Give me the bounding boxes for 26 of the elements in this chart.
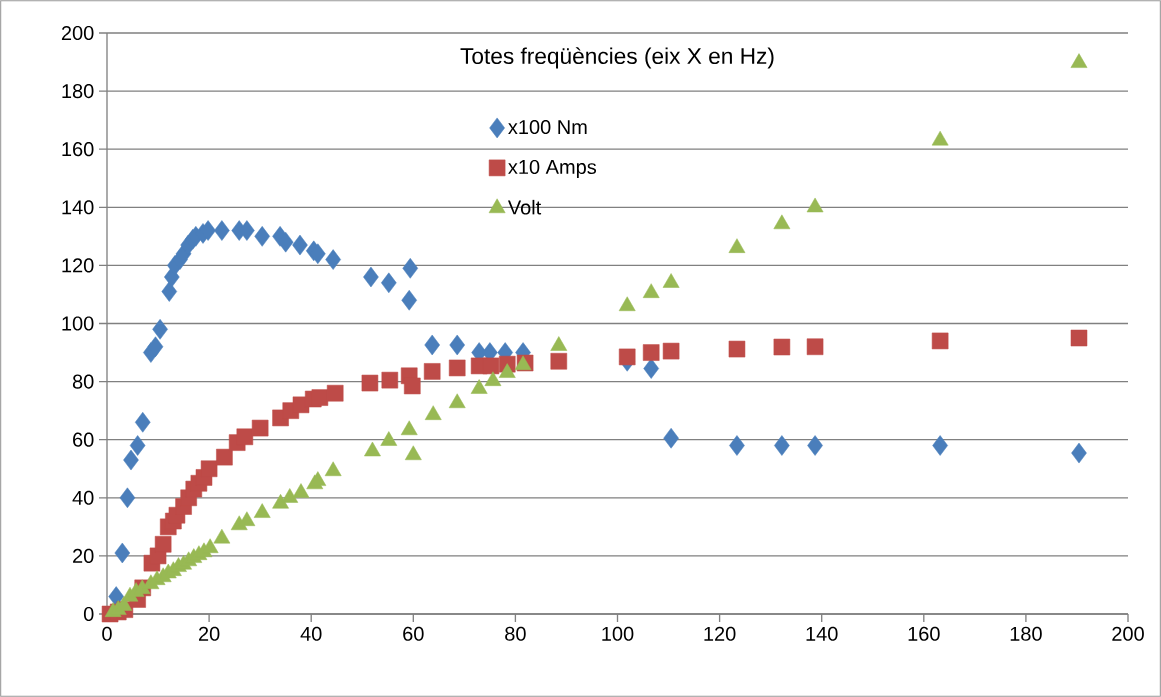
x-tick-label: 100: [602, 626, 634, 641]
x-tick-label: 140: [806, 626, 838, 641]
y-tick-label: 140: [62, 200, 94, 215]
x-tick-label: 20: [198, 626, 220, 641]
x-tick-label: 180: [1010, 626, 1042, 641]
y-tick-label: 180: [62, 84, 94, 99]
x-tick-label: 60: [403, 626, 424, 641]
x-tick-label: 0: [102, 626, 112, 641]
legend-label: x10 Amps: [508, 159, 597, 179]
y-tick-label: 60: [73, 432, 94, 447]
y-tick-label: 120: [62, 258, 94, 273]
y-tick-label: 20: [73, 548, 94, 563]
y-tick-label: 0: [83, 606, 94, 622]
x-tick-label: 40: [300, 626, 322, 641]
y-tick-label: 40: [72, 490, 94, 505]
y-tick-label: 160: [62, 142, 94, 157]
x-tick-label: 120: [704, 626, 736, 641]
y-tick-label: 200: [61, 25, 94, 41]
y-tick-label: 100: [62, 316, 94, 331]
x-tick-label: 160: [908, 626, 940, 641]
y-tick-label: 80: [72, 374, 94, 389]
legend-label: x100 Nm: [508, 119, 587, 135]
x-tick-label: 200: [1112, 626, 1144, 641]
legend-label: Volt: [507, 199, 542, 215]
x-tick-label: 80: [505, 626, 526, 641]
text: Totes freqüències (eix X en Hz): [460, 47, 774, 69]
